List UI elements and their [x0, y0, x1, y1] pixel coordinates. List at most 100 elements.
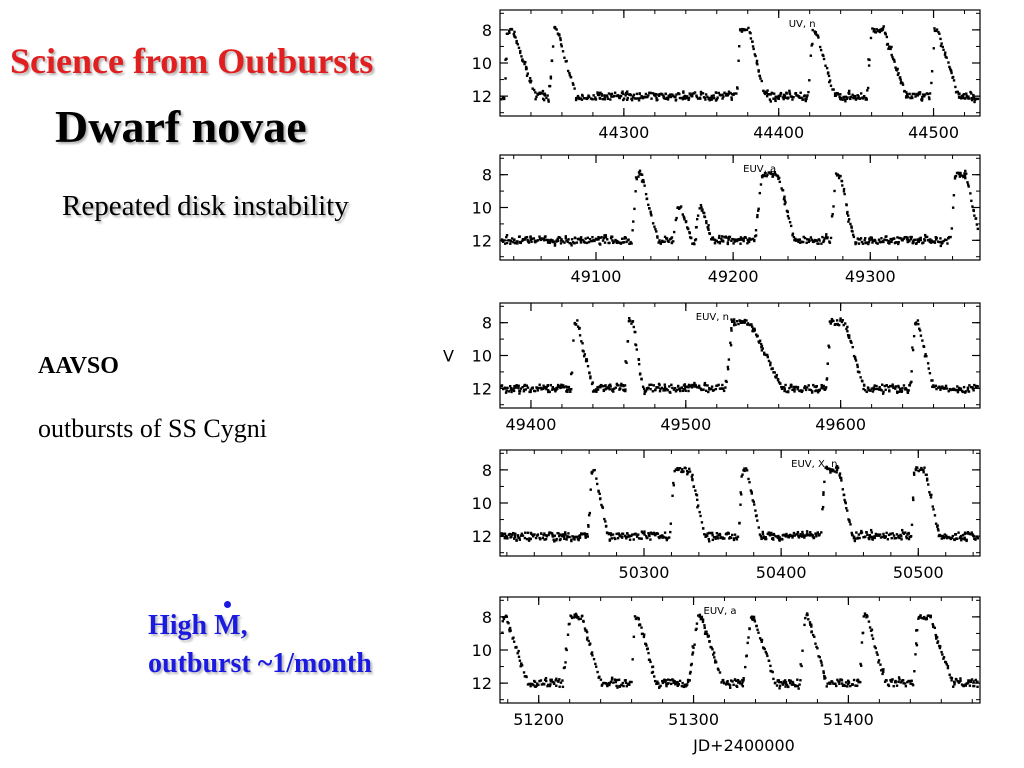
- data-point: [627, 682, 631, 685]
- data-point: [624, 388, 627, 391]
- data-point: [702, 527, 705, 530]
- data-point: [828, 241, 832, 244]
- data-point: [805, 238, 809, 241]
- data-point: [656, 680, 659, 683]
- data-point: [544, 537, 548, 541]
- data-point: [691, 242, 694, 245]
- data-point: [910, 370, 913, 373]
- y-tick-label: 12: [472, 674, 492, 693]
- data-point: [509, 533, 512, 536]
- data-point: [778, 539, 781, 542]
- data-point: [707, 390, 710, 394]
- data-point: [847, 681, 851, 684]
- data-point: [661, 679, 664, 683]
- data-point: [967, 96, 970, 99]
- data-point: [736, 678, 740, 682]
- data-point: [885, 679, 888, 682]
- data-point: [784, 201, 787, 204]
- data-point: [783, 95, 786, 99]
- data-point: [730, 320, 734, 323]
- data-point: [875, 534, 878, 537]
- data-point: [583, 353, 587, 356]
- data-point: [884, 32, 887, 35]
- data-point: [767, 659, 771, 662]
- data-point: [505, 32, 509, 35]
- data-point: [715, 98, 719, 101]
- data-point: [897, 240, 900, 244]
- data-point: [858, 371, 861, 374]
- data-point: [637, 533, 640, 536]
- data-point: [935, 636, 939, 639]
- data-point: [840, 682, 844, 685]
- data-point: [539, 538, 542, 541]
- data-point: [609, 534, 613, 537]
- data-point: [837, 323, 841, 327]
- data-point: [578, 334, 582, 337]
- data-point: [755, 333, 758, 336]
- data-point: [526, 531, 530, 535]
- data-point: [542, 534, 545, 537]
- data-point: [777, 177, 780, 181]
- data-point: [676, 466, 679, 470]
- data-point: [722, 681, 726, 684]
- data-point: [580, 532, 584, 535]
- data-point: [927, 483, 930, 486]
- data-point: [838, 474, 841, 477]
- data-point: [570, 238, 574, 241]
- data-point: [914, 323, 917, 326]
- data-point: [500, 98, 503, 101]
- data-point: [585, 638, 589, 641]
- data-point: [587, 525, 590, 528]
- data-point: [533, 685, 537, 688]
- data-point: [760, 537, 763, 541]
- data-point: [879, 241, 882, 244]
- data-point: [707, 634, 710, 638]
- data-point: [601, 506, 605, 509]
- data-point: [638, 173, 641, 176]
- data-point: [798, 683, 801, 686]
- data-point: [735, 679, 738, 683]
- data-point: [914, 95, 917, 98]
- data-point: [899, 389, 902, 393]
- data-point: [865, 613, 868, 617]
- data-point: [740, 321, 744, 324]
- data-point: [649, 210, 652, 213]
- data-point: [683, 387, 687, 391]
- data-point: [843, 498, 846, 502]
- data-point: [650, 671, 654, 674]
- data-point: [711, 534, 714, 537]
- data-point: [581, 94, 584, 98]
- data-point: [800, 535, 804, 538]
- data-point: [840, 320, 844, 324]
- data-point: [594, 98, 598, 101]
- caption: outbursts of SS Cygni: [38, 414, 267, 443]
- data-point: [631, 229, 634, 232]
- data-point: [549, 531, 552, 535]
- data-point: [649, 531, 653, 534]
- data-point: [822, 387, 825, 390]
- data-point: [663, 240, 666, 243]
- data-point: [663, 383, 666, 386]
- data-point: [531, 533, 534, 537]
- data-point: [695, 386, 699, 389]
- data-point: [502, 387, 505, 391]
- data-point: [913, 670, 916, 673]
- data-point: [715, 531, 719, 535]
- data-point: [680, 684, 684, 688]
- data-point: [711, 538, 715, 542]
- data-point: [868, 238, 871, 242]
- data-point: [639, 537, 642, 540]
- data-point: [703, 624, 706, 627]
- data-point: [783, 388, 786, 391]
- data-point: [570, 539, 573, 543]
- data-point: [805, 95, 809, 98]
- data-point: [577, 538, 580, 542]
- data-point: [914, 653, 917, 656]
- data-point: [651, 390, 655, 393]
- data-point: [795, 533, 798, 536]
- data-point: [763, 647, 766, 651]
- data-point: [836, 173, 840, 176]
- data-point: [956, 390, 960, 394]
- data-point: [815, 33, 818, 36]
